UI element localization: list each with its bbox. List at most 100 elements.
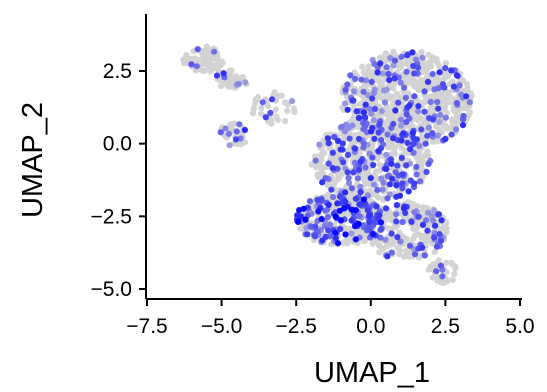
data-point bbox=[345, 175, 352, 182]
data-point bbox=[339, 140, 346, 147]
data-point bbox=[355, 131, 362, 138]
data-point bbox=[426, 63, 433, 70]
data-point bbox=[319, 146, 326, 153]
data-point bbox=[395, 243, 402, 250]
data-point bbox=[346, 179, 353, 187]
data-point bbox=[423, 232, 430, 239]
data-point bbox=[200, 61, 207, 68]
data-point bbox=[352, 236, 359, 243]
data-point bbox=[308, 161, 315, 168]
data-point bbox=[268, 117, 275, 124]
data-point bbox=[306, 198, 314, 205]
x-tick-label: 0.0 bbox=[356, 315, 385, 338]
data-point bbox=[337, 193, 344, 200]
data-point bbox=[362, 101, 369, 108]
data-point bbox=[432, 222, 439, 229]
data-point bbox=[344, 240, 351, 247]
data-point bbox=[398, 137, 405, 144]
data-point bbox=[369, 240, 376, 247]
data-point bbox=[397, 238, 404, 245]
data-point bbox=[341, 100, 349, 107]
data-point bbox=[235, 80, 242, 87]
data-point bbox=[272, 106, 279, 113]
data-point bbox=[236, 121, 243, 128]
data-point bbox=[376, 249, 383, 256]
data-point bbox=[326, 145, 333, 152]
data-point bbox=[418, 126, 425, 133]
data-point bbox=[424, 227, 431, 234]
data-point bbox=[384, 195, 391, 202]
data-point bbox=[200, 55, 207, 62]
data-point bbox=[264, 102, 271, 110]
data-point bbox=[350, 97, 357, 104]
data-point bbox=[352, 75, 359, 82]
data-point bbox=[406, 250, 413, 257]
data-point bbox=[367, 187, 374, 194]
data-point bbox=[224, 78, 231, 85]
data-point bbox=[411, 251, 419, 258]
data-point bbox=[377, 82, 384, 89]
data-point bbox=[403, 111, 410, 118]
data-point bbox=[334, 200, 341, 207]
data-point bbox=[415, 219, 422, 226]
data-point bbox=[436, 69, 443, 76]
data-point bbox=[395, 99, 402, 106]
data-point bbox=[338, 123, 346, 130]
data-point bbox=[416, 142, 423, 149]
data-point bbox=[402, 94, 409, 101]
data-point bbox=[418, 157, 425, 164]
data-point bbox=[357, 183, 364, 191]
data-point bbox=[442, 60, 449, 67]
data-point bbox=[376, 242, 383, 250]
data-point bbox=[379, 186, 386, 193]
data-point bbox=[384, 131, 391, 138]
data-point bbox=[366, 225, 373, 232]
data-point bbox=[368, 128, 375, 135]
data-point bbox=[356, 101, 363, 108]
data-point bbox=[388, 160, 395, 167]
data-point bbox=[466, 99, 473, 106]
data-point bbox=[434, 98, 441, 106]
data-point bbox=[411, 209, 418, 216]
data-point bbox=[427, 98, 434, 106]
data-point bbox=[409, 200, 416, 207]
data-point bbox=[448, 131, 455, 138]
data-point bbox=[274, 116, 281, 123]
data-point bbox=[336, 207, 343, 214]
data-point bbox=[418, 49, 425, 56]
data-point bbox=[324, 213, 331, 221]
data-point bbox=[425, 124, 432, 131]
data-point bbox=[334, 137, 342, 144]
data-point bbox=[436, 118, 443, 125]
x-tick-label: −5.0 bbox=[201, 315, 242, 338]
data-point bbox=[411, 180, 418, 187]
data-point bbox=[361, 237, 368, 245]
data-point bbox=[377, 219, 385, 226]
data-points-layer bbox=[180, 43, 475, 287]
data-point bbox=[217, 129, 224, 136]
data-point bbox=[362, 164, 369, 171]
data-point bbox=[312, 223, 319, 230]
data-point bbox=[216, 59, 223, 66]
data-point bbox=[315, 163, 323, 170]
data-point bbox=[188, 61, 195, 68]
data-point bbox=[381, 99, 389, 106]
data-point bbox=[319, 237, 326, 244]
y-tick-label: 2.5 bbox=[103, 60, 132, 83]
data-point bbox=[399, 180, 406, 187]
data-point bbox=[417, 178, 424, 185]
data-point bbox=[360, 196, 368, 203]
data-point bbox=[200, 47, 207, 55]
data-point bbox=[377, 60, 384, 67]
data-point bbox=[341, 128, 349, 135]
data-point bbox=[404, 52, 411, 59]
data-point bbox=[312, 157, 319, 164]
data-point bbox=[411, 83, 419, 90]
data-point bbox=[332, 213, 339, 220]
data-point bbox=[393, 218, 400, 225]
y-tick-label: 0.0 bbox=[103, 133, 132, 156]
data-point bbox=[382, 58, 389, 65]
data-point bbox=[436, 127, 444, 134]
data-point bbox=[360, 126, 367, 133]
data-point bbox=[410, 235, 417, 242]
